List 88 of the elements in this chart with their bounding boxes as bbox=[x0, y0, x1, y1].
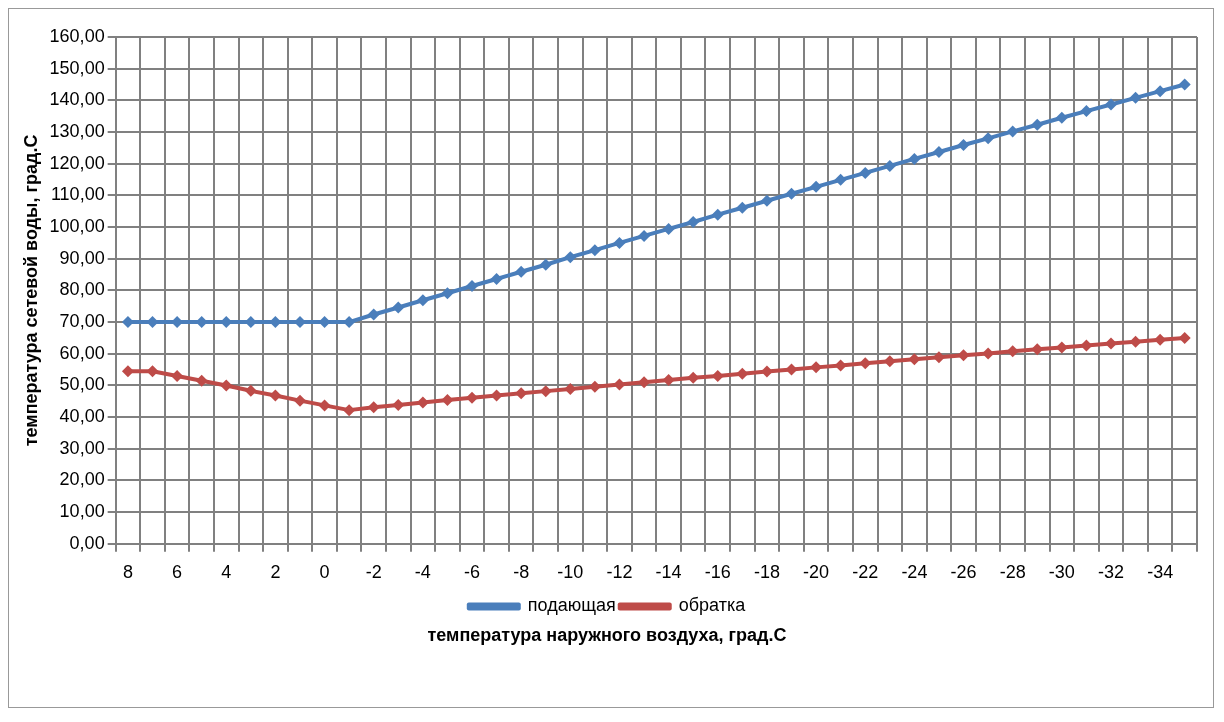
point bbox=[293, 394, 306, 407]
x-tick-label: -14 bbox=[655, 561, 682, 582]
x-tick-label: -30 bbox=[1048, 561, 1075, 582]
y-tick-label: 20,00 bbox=[59, 469, 105, 490]
point bbox=[662, 374, 675, 387]
point bbox=[588, 244, 601, 257]
x-tick-label: -18 bbox=[753, 561, 780, 582]
point bbox=[367, 308, 380, 321]
y-axis-title: температура сетевой воды, град.С bbox=[20, 134, 41, 447]
point bbox=[932, 145, 945, 158]
x-tick-label: -32 bbox=[1097, 561, 1124, 582]
y-tick-label: 110,00 bbox=[50, 184, 105, 205]
point bbox=[810, 180, 823, 193]
x-tick-label: 6 bbox=[172, 561, 183, 582]
y-tick-label: 160,00 bbox=[49, 25, 105, 46]
point bbox=[490, 273, 503, 285]
point bbox=[244, 384, 257, 397]
y-tick-label: 60,00 bbox=[59, 342, 105, 363]
point bbox=[687, 215, 700, 228]
y-tick-label: 70,00 bbox=[59, 311, 105, 332]
legend-label: подающая bbox=[527, 595, 616, 616]
point bbox=[1104, 98, 1117, 111]
y-tick-label: 90,00 bbox=[59, 247, 105, 268]
point bbox=[539, 258, 552, 271]
point bbox=[711, 208, 724, 221]
x-tick-label: -20 bbox=[803, 561, 830, 582]
point bbox=[220, 379, 233, 392]
y-tick-label: 80,00 bbox=[59, 279, 105, 300]
point bbox=[515, 265, 528, 278]
x-tick-label: -28 bbox=[999, 561, 1026, 582]
point bbox=[392, 301, 405, 314]
x-tick-label: 8 bbox=[122, 561, 133, 582]
x-tick-label: -8 bbox=[513, 561, 530, 582]
y-tick-label: 0,00 bbox=[69, 532, 105, 553]
point bbox=[1178, 78, 1191, 91]
point bbox=[564, 251, 577, 264]
x-tick-label: 0 bbox=[319, 561, 330, 582]
point bbox=[859, 166, 872, 179]
x-tick-label: -2 bbox=[365, 561, 382, 582]
y-tick-label: 50,00 bbox=[59, 374, 105, 395]
x-axis-title: температура наружного воздуха, град.С bbox=[427, 625, 787, 646]
point bbox=[1055, 111, 1068, 124]
point bbox=[1031, 118, 1044, 131]
point bbox=[883, 159, 896, 172]
x-tick-label: -4 bbox=[414, 561, 431, 582]
x-tick-label: -22 bbox=[852, 561, 879, 582]
point bbox=[195, 374, 208, 387]
x-tick-label: -24 bbox=[901, 561, 928, 582]
y-tick-label: 130,00 bbox=[49, 120, 105, 141]
point bbox=[1006, 125, 1019, 138]
point bbox=[343, 404, 356, 417]
x-tick-label: -10 bbox=[557, 561, 584, 582]
x-tick-label: -34 bbox=[1147, 561, 1174, 582]
point bbox=[121, 365, 134, 378]
y-tick-label: 100,00 bbox=[49, 216, 105, 237]
point bbox=[834, 173, 847, 186]
y-tick-label: 150,00 bbox=[49, 57, 105, 78]
point bbox=[1154, 85, 1167, 98]
y-tick-label: 120,00 bbox=[49, 152, 105, 173]
point bbox=[785, 187, 798, 200]
x-tick-label: 2 bbox=[270, 561, 281, 582]
point bbox=[441, 394, 454, 406]
point bbox=[416, 294, 429, 307]
point bbox=[760, 194, 773, 207]
point bbox=[1129, 91, 1142, 104]
point bbox=[736, 201, 749, 214]
point bbox=[613, 236, 626, 249]
point bbox=[441, 287, 454, 300]
x-tick-label: -12 bbox=[606, 561, 633, 582]
x-tick-label: 4 bbox=[221, 561, 232, 582]
y-tick-label: 40,00 bbox=[59, 406, 105, 427]
point bbox=[662, 222, 675, 235]
point bbox=[638, 229, 651, 242]
point bbox=[466, 279, 479, 292]
point bbox=[1080, 105, 1093, 118]
legend-label: обратка bbox=[678, 595, 747, 616]
point bbox=[957, 139, 970, 152]
point bbox=[269, 389, 282, 402]
x-tick-label: -16 bbox=[704, 561, 731, 582]
point bbox=[908, 152, 921, 165]
point bbox=[318, 399, 331, 412]
y-tick-label: 10,00 bbox=[59, 501, 105, 522]
x-tick-label: -26 bbox=[950, 561, 977, 582]
y-tick-label: 140,00 bbox=[49, 89, 105, 110]
x-tick-label: -6 bbox=[464, 561, 481, 582]
y-tick-label: 30,00 bbox=[59, 437, 105, 458]
point bbox=[982, 132, 995, 145]
point bbox=[908, 353, 921, 366]
